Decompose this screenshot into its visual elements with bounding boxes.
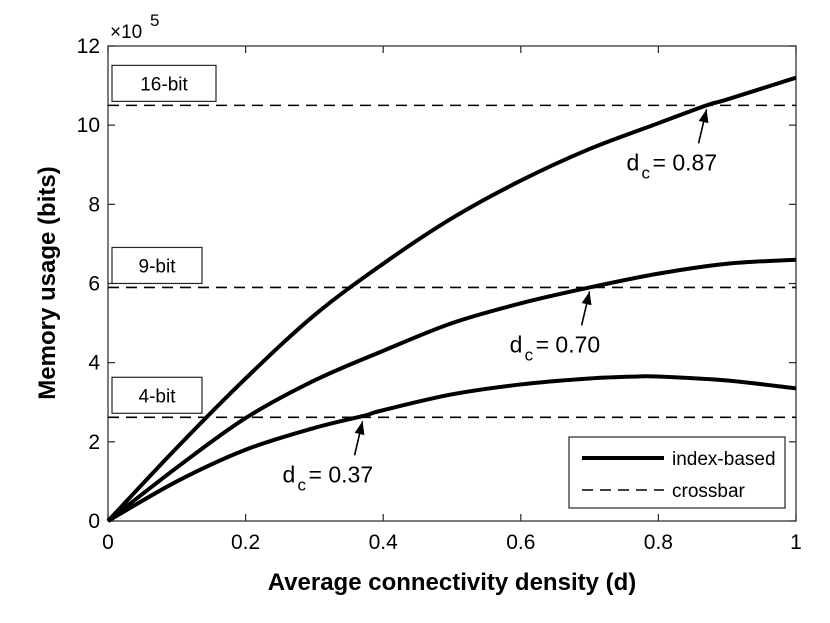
- x-tick-label: 0.8: [644, 531, 673, 554]
- bit-box-label: 16-bit: [140, 74, 188, 95]
- annotation-value: = 0.37: [309, 461, 374, 487]
- bit-box-label: 4-bit: [139, 386, 177, 407]
- crossbar-lines: [108, 104, 796, 419]
- legend-label-index-based: index-based: [672, 449, 776, 470]
- y-tick-label: 12: [77, 35, 100, 58]
- legend: index-based crossbar: [568, 436, 786, 509]
- y-scale-exponent-label: ×10 5: [110, 11, 159, 43]
- annotation-subscript: c: [298, 475, 307, 494]
- bit-box-frame: [111, 246, 203, 285]
- x-tick-label: 1: [790, 531, 802, 554]
- y-tick-label: 8: [88, 193, 100, 216]
- x-tick-label: 0.6: [506, 531, 535, 554]
- bit-box-frame: [111, 64, 217, 102]
- annotation-dc-070: d c = 0.70: [510, 291, 601, 364]
- annotation-arrow-head: [354, 421, 365, 436]
- annotation-prefix: d: [627, 149, 640, 175]
- y-scale-base: ×10: [110, 22, 142, 43]
- crossover-annotations: d c = 0.87d c = 0.70d c = 0.37: [283, 109, 718, 494]
- annotation-prefix: d: [510, 331, 523, 357]
- annotation-arrow-head: [698, 109, 709, 124]
- y-tick-label: 6: [88, 273, 100, 296]
- index-based-curve-4-bit: [107, 374, 797, 523]
- annotation-subscript: c: [642, 163, 651, 182]
- y-scale-exponent: 5: [150, 11, 159, 30]
- annotation-prefix: d: [283, 461, 296, 487]
- x-tick-label: 0.4: [369, 531, 399, 554]
- annotation-value: = 0.70: [536, 331, 601, 357]
- x-tick-label: 0.2: [231, 531, 260, 554]
- annotation-arrow-head: [581, 291, 592, 306]
- bit-box-label: 9-bit: [139, 256, 177, 277]
- annotation-subscript: c: [525, 345, 534, 364]
- y-tick-label: 4: [88, 352, 100, 375]
- index-based-curve-16-bit: [106, 75, 797, 523]
- bit-box-9-bit: 9-bit: [111, 246, 203, 285]
- x-tick-label: 0: [102, 531, 114, 554]
- legend-label-crossbar: crossbar: [672, 481, 746, 502]
- bit-width-boxes: 16-bit 9-bit 4-bit: [111, 64, 217, 414]
- y-tick-label: 2: [88, 431, 100, 454]
- x-axis-title: Average connectivity density (d): [268, 569, 637, 596]
- legend-box: [568, 436, 786, 509]
- annotation-dc-037: d c = 0.37: [283, 421, 374, 494]
- bit-box-frame: [111, 376, 203, 414]
- annotation-value: = 0.87: [653, 149, 718, 175]
- bit-box-16-bit: 16-bit: [111, 64, 217, 102]
- bit-box-4-bit: 4-bit: [111, 376, 203, 414]
- y-tick-label: 10: [77, 114, 100, 137]
- y-axis-title: Memory usage (bits): [34, 166, 61, 399]
- index-based-curves: [106, 75, 797, 523]
- index-based-curve-9-bit: [106, 257, 797, 523]
- y-tick-label: 0: [88, 510, 100, 533]
- annotation-dc-087: d c = 0.87: [627, 109, 718, 182]
